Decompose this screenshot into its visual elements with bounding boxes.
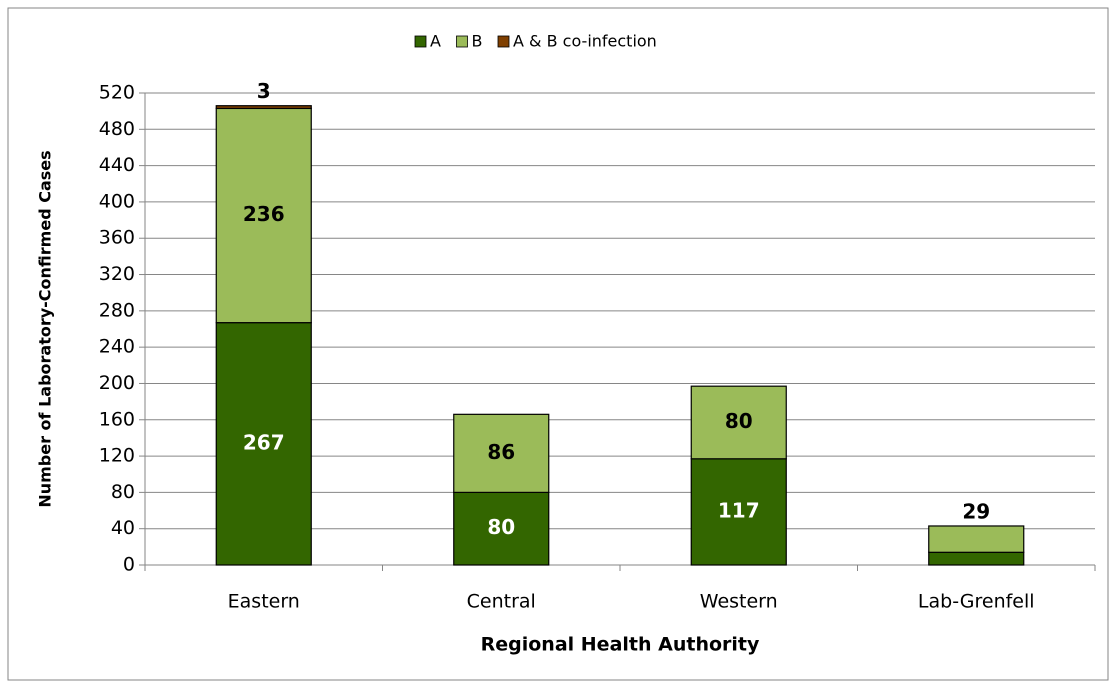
y-tick-label: 360 — [99, 227, 135, 249]
legend-swatch — [456, 35, 468, 48]
y-tick-label: 520 — [99, 82, 135, 104]
y-tick-label: 160 — [99, 408, 135, 430]
legend-label: A — [430, 32, 441, 51]
y-tick-label: 240 — [99, 336, 135, 358]
y-tick-label: 200 — [99, 372, 135, 394]
data-label: 86 — [487, 440, 515, 464]
y-tick-label: 80 — [111, 481, 135, 503]
bar-segment — [215, 322, 312, 566]
bar-segment — [690, 458, 787, 566]
data-label: 29 — [962, 499, 990, 523]
y-axis-title: Number of Laboratory-Confirmed Cases — [36, 150, 55, 507]
bar-segment — [928, 551, 1025, 566]
data-label: 117 — [718, 498, 760, 522]
chart-border — [7, 7, 1109, 681]
x-tick-label: Eastern — [228, 591, 300, 613]
bar-segment — [928, 525, 1025, 553]
bar-segment — [690, 385, 787, 460]
bar-segment — [215, 107, 312, 324]
y-tick-label: 480 — [99, 118, 135, 140]
legend-label: A & B co-infection — [513, 32, 657, 51]
y-tick-label: 440 — [99, 154, 135, 176]
x-tick-label: Lab-Grenfell — [918, 591, 1035, 613]
data-label: 80 — [725, 409, 753, 433]
y-tick-label: 280 — [99, 299, 135, 321]
data-label: 267 — [243, 430, 285, 454]
data-label: 80 — [487, 515, 515, 539]
x-tick-label: Western — [700, 591, 778, 613]
legend-label: B — [472, 32, 483, 51]
y-tick-label: 400 — [99, 190, 135, 212]
bar-segment — [453, 413, 550, 493]
data-label: 236 — [243, 202, 285, 226]
bar-segment — [215, 105, 312, 110]
y-tick-label: 120 — [99, 445, 135, 467]
data-label: 3 — [257, 79, 271, 103]
legend: A B A & B co-infection — [414, 32, 657, 51]
y-tick-label: 320 — [99, 263, 135, 285]
x-axis-title: Regional Health Authority — [481, 634, 760, 656]
bar-segment — [453, 491, 550, 566]
x-tick-label: Central — [467, 591, 536, 613]
y-tick-label: 40 — [111, 517, 135, 539]
y-tick-label: 0 — [123, 554, 135, 576]
legend-swatch — [414, 35, 427, 48]
legend-swatch — [497, 35, 510, 48]
